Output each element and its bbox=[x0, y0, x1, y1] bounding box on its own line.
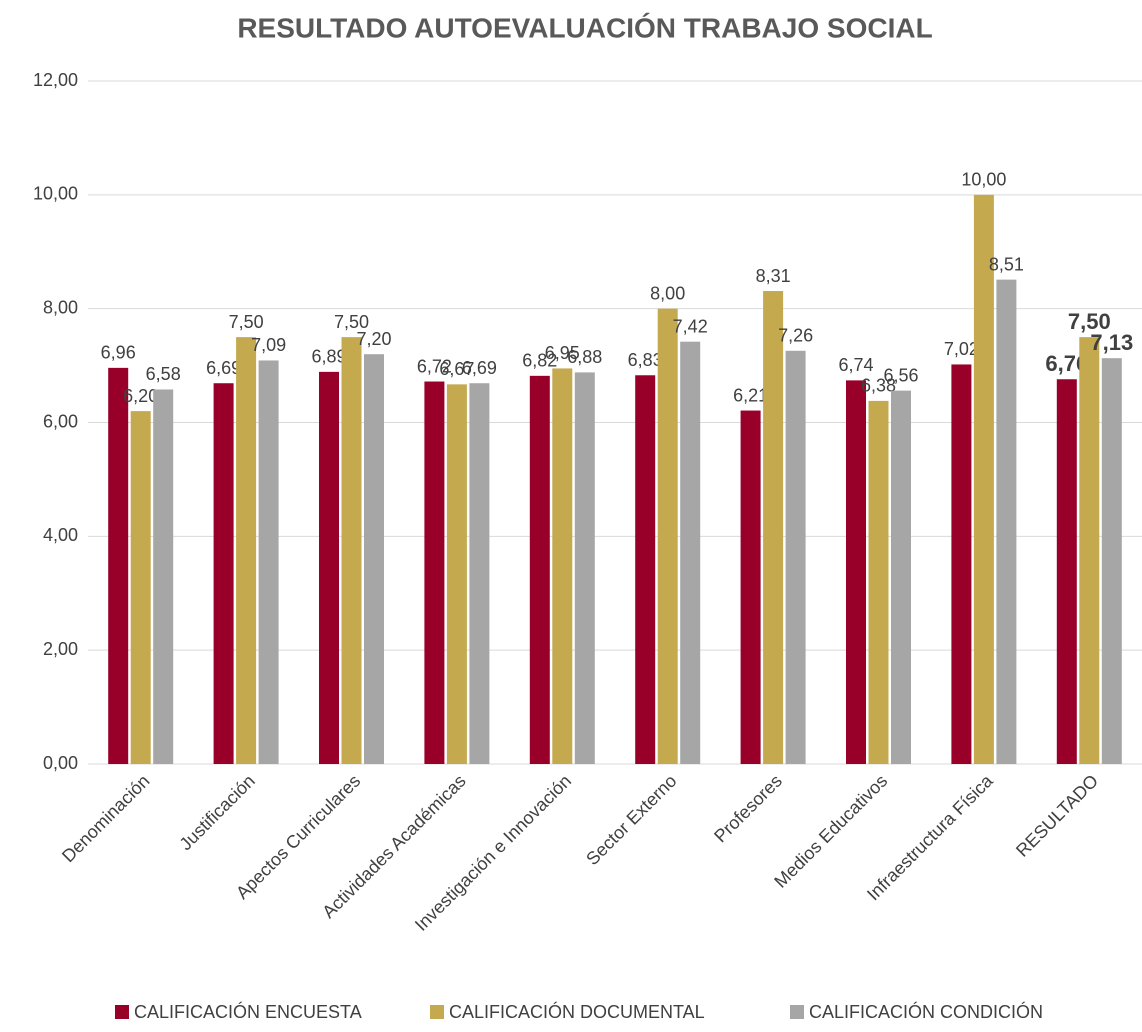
value-label: 7,13 bbox=[1090, 330, 1133, 355]
value-label: 6,20 bbox=[123, 386, 158, 406]
bar bbox=[785, 350, 806, 764]
bar bbox=[951, 364, 972, 764]
legend-swatch bbox=[790, 1005, 804, 1019]
bar bbox=[1079, 337, 1100, 764]
bar bbox=[469, 383, 490, 764]
x-tick-label: Profesores bbox=[710, 771, 786, 847]
bar bbox=[1056, 379, 1077, 764]
value-label: 6,58 bbox=[146, 364, 181, 384]
bar bbox=[341, 337, 362, 764]
bar bbox=[424, 381, 445, 764]
value-label: 7,42 bbox=[673, 316, 708, 336]
bar bbox=[574, 372, 595, 764]
x-tick-label: Medios Educativos bbox=[770, 771, 891, 892]
bar bbox=[552, 368, 573, 764]
legend-label: CALIFICACIÓN DOCUMENTAL bbox=[449, 1001, 705, 1022]
value-label: 6,95 bbox=[545, 343, 580, 363]
legend-swatch bbox=[430, 1005, 444, 1019]
value-label: 10,00 bbox=[961, 170, 1006, 190]
x-tick-label: Sector Externo bbox=[582, 771, 680, 869]
value-label: 7,26 bbox=[778, 326, 813, 346]
y-tick-label: 6,00 bbox=[43, 411, 78, 431]
value-label: 6,67 bbox=[439, 359, 474, 379]
bar bbox=[763, 291, 784, 764]
x-tick-label: RESULTADO bbox=[1012, 771, 1102, 861]
value-label: 6,82 bbox=[522, 351, 557, 371]
y-tick-label: 8,00 bbox=[43, 297, 78, 317]
bar bbox=[364, 354, 384, 764]
value-label: 7,09 bbox=[251, 335, 286, 355]
bar bbox=[130, 411, 151, 764]
value-label: 6,83 bbox=[628, 350, 663, 370]
bar bbox=[236, 337, 257, 764]
value-label: 7,20 bbox=[356, 329, 391, 349]
value-label: 6,56 bbox=[883, 365, 918, 385]
x-tick-label: Justificación bbox=[175, 771, 258, 854]
value-label: 6,89 bbox=[311, 347, 346, 367]
legend-label: CALIFICACIÓN CONDICIÓN bbox=[809, 1001, 1043, 1022]
bar bbox=[868, 400, 889, 764]
bar bbox=[153, 389, 174, 764]
value-label: 6,69 bbox=[206, 358, 241, 378]
legend-label: CALIFICACIÓN ENCUESTA bbox=[134, 1001, 362, 1022]
bar bbox=[635, 375, 656, 764]
bar bbox=[213, 383, 234, 764]
value-label: 8,00 bbox=[650, 283, 685, 303]
value-label: 6,72 bbox=[417, 356, 452, 376]
value-label: 7,02 bbox=[944, 339, 979, 359]
y-tick-label: 0,00 bbox=[43, 753, 78, 773]
value-label: 6,69 bbox=[462, 358, 497, 378]
value-label: 6,74 bbox=[838, 355, 873, 375]
value-label: 8,31 bbox=[756, 266, 791, 286]
x-tick-label: Denominación bbox=[58, 771, 154, 867]
value-label: 6,88 bbox=[567, 347, 602, 367]
value-label: 6,96 bbox=[101, 343, 136, 363]
bar bbox=[657, 308, 678, 764]
value-label: 6,21 bbox=[733, 385, 768, 405]
value-label: 7,50 bbox=[1068, 309, 1111, 334]
bar bbox=[891, 390, 911, 764]
value-label: 8,51 bbox=[989, 254, 1024, 274]
bar bbox=[108, 367, 129, 764]
value-label: 7,50 bbox=[229, 312, 264, 332]
bar bbox=[446, 384, 467, 764]
legend-swatch bbox=[115, 1005, 129, 1019]
bar bbox=[258, 360, 279, 764]
bar bbox=[973, 194, 994, 765]
bar bbox=[680, 341, 701, 764]
bar bbox=[319, 371, 339, 764]
bar bbox=[1101, 358, 1122, 764]
bar bbox=[529, 375, 550, 764]
y-tick-label: 2,00 bbox=[43, 639, 78, 659]
bar bbox=[996, 279, 1017, 764]
y-tick-label: 10,00 bbox=[33, 184, 78, 204]
bar bbox=[846, 380, 866, 764]
value-label: 6,38 bbox=[861, 376, 896, 396]
value-label: 7,50 bbox=[334, 312, 369, 332]
y-tick-label: 12,00 bbox=[33, 70, 78, 90]
chart-title: RESULTADO AUTOEVALUACIÓN TRABAJO SOCIAL bbox=[237, 12, 932, 43]
bar bbox=[740, 410, 761, 764]
y-tick-label: 4,00 bbox=[43, 525, 78, 545]
